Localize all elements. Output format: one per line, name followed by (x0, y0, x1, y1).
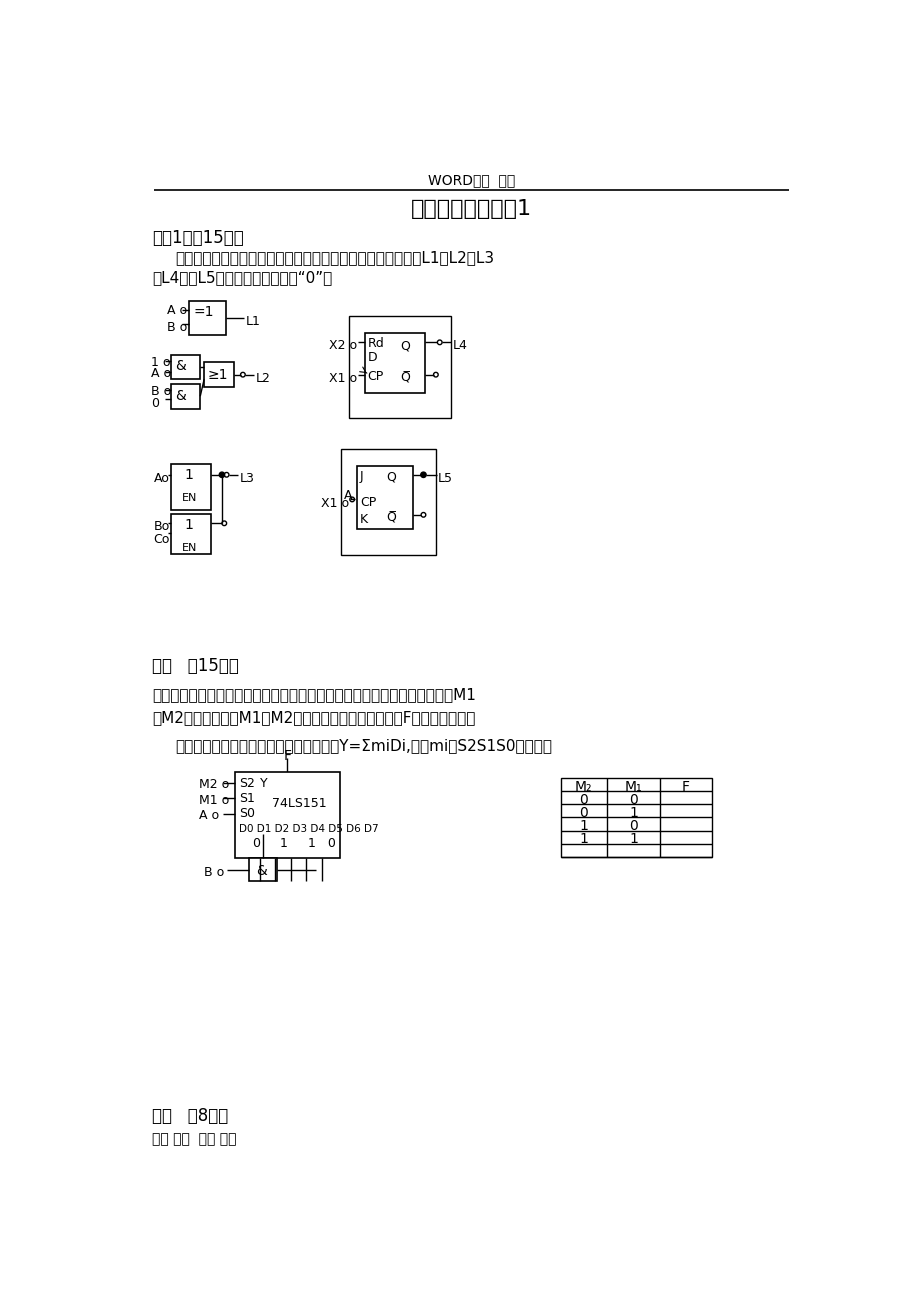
Text: X1 o: X1 o (329, 372, 357, 385)
Text: A o: A o (151, 367, 171, 380)
Text: WORD格式  整理: WORD格式 整理 (427, 173, 515, 187)
Bar (364, 333, 425, 393)
Text: L1: L1 (245, 315, 261, 328)
Text: X1 o: X1 o (321, 497, 349, 510)
Bar (171, 355, 200, 380)
Text: A o: A o (166, 304, 187, 317)
Text: Q: Q (386, 471, 396, 484)
Text: M₂: M₂ (574, 780, 592, 794)
Text: EN: EN (181, 493, 197, 503)
Text: Bo: Bo (153, 520, 170, 533)
Text: L2: L2 (255, 372, 270, 385)
Text: EN: EN (181, 543, 197, 554)
Bar (171, 464, 210, 510)
Text: Rd: Rd (368, 337, 384, 350)
Text: Ao: Ao (153, 472, 169, 485)
Text: ≥1: ≥1 (208, 368, 228, 382)
Text: 试根据图示输入信号波形分别画出各电路相应的输出信号波形L1、L2、L3: 试根据图示输入信号波形分别画出各电路相应的输出信号波形L1、L2、L3 (176, 250, 494, 265)
Text: S1: S1 (239, 792, 255, 805)
Bar (235, 772, 339, 858)
Text: 数字电子技术基础1: 数字电子技术基础1 (411, 199, 531, 220)
Text: A: A (344, 489, 352, 502)
Bar (204, 363, 233, 387)
Text: 已知由八选一数据选择器组成的逻辑电路如下所示。试按步骤分析该电路在M1: 已知由八选一数据选择器组成的逻辑电路如下所示。试按步骤分析该电路在M1 (152, 688, 475, 702)
Text: B o: B o (204, 866, 224, 879)
Text: X2 o: X2 o (329, 339, 357, 352)
Text: &: & (176, 359, 186, 373)
Text: 0: 0 (252, 837, 260, 850)
Text: &: & (255, 864, 267, 879)
Text: 74LS151: 74LS151 (272, 797, 326, 810)
Circle shape (420, 472, 425, 477)
Text: 二．   （15分）: 二． （15分） (152, 656, 239, 675)
Text: S0: S0 (239, 807, 255, 820)
Bar (171, 514, 210, 554)
Text: 、L4、和L5。设各触发器初态为“0”。: 、L4、和L5。设各触发器初态为“0”。 (152, 270, 332, 285)
Text: Y: Y (260, 776, 267, 789)
Text: 1: 1 (185, 517, 193, 532)
Bar (249, 858, 277, 881)
Bar (171, 384, 200, 408)
Text: 1: 1 (279, 837, 287, 850)
Text: A o: A o (199, 809, 220, 822)
Text: B o: B o (151, 386, 171, 399)
Text: 0: 0 (629, 793, 637, 807)
Text: D0 D1 D2 D3 D4 D5 D6 D7: D0 D1 D2 D3 D4 D5 D6 D7 (239, 824, 379, 833)
Text: 一．1．（15分）: 一．1．（15分） (152, 229, 244, 247)
Text: 1 o: 1 o (151, 356, 170, 369)
Text: 0: 0 (151, 396, 158, 410)
Text: J: J (359, 471, 363, 484)
Circle shape (219, 472, 224, 477)
Text: =1: =1 (193, 306, 213, 320)
Text: 0: 0 (579, 806, 587, 820)
Text: 1: 1 (629, 806, 637, 820)
Text: 学习 参考  资料 分享: 学习 参考 资料 分享 (152, 1132, 236, 1147)
Text: 1: 1 (185, 468, 193, 482)
Text: M2 o: M2 o (199, 779, 230, 792)
Bar (560, 779, 711, 857)
Text: CP: CP (359, 497, 376, 510)
Text: 0: 0 (629, 819, 637, 833)
Text: S2: S2 (239, 776, 255, 789)
Text: Q̅: Q̅ (386, 512, 396, 525)
Text: L4: L4 (452, 339, 467, 352)
Text: 1: 1 (629, 832, 637, 846)
Text: Co: Co (153, 533, 170, 546)
Text: M₁: M₁ (624, 780, 641, 794)
Text: 1: 1 (579, 832, 587, 846)
Bar (357, 465, 412, 529)
Text: K: K (359, 514, 368, 526)
Text: 、M2取不同值时（M1、M2取值情况如下表所示）输出F的逻辑表达式。: 、M2取不同值时（M1、M2取值情况如下表所示）输出F的逻辑表达式。 (152, 710, 475, 725)
Bar (188, 300, 225, 334)
Text: 八选一数据选择器输出端逻辑表达式为：Y=ΣmiDi,其中mi是S2S1S0最小项。: 八选一数据选择器输出端逻辑表达式为：Y=ΣmiDi,其中mi是S2S1S0最小项… (176, 738, 551, 753)
Text: Q̅: Q̅ (400, 372, 410, 385)
Bar (348, 316, 451, 417)
Bar (341, 448, 436, 555)
Text: 0: 0 (579, 793, 587, 807)
Text: F: F (283, 749, 290, 763)
Text: 1   0: 1 0 (308, 837, 335, 850)
Text: 三．   （8分）: 三． （8分） (152, 1108, 228, 1124)
Text: Q: Q (400, 339, 410, 352)
Text: L3: L3 (240, 472, 255, 485)
Text: F: F (681, 780, 688, 794)
Text: D: D (368, 351, 377, 364)
Text: 1: 1 (579, 819, 587, 833)
Text: B o: B o (166, 321, 187, 334)
Text: M1 o: M1 o (199, 793, 230, 806)
Text: L5: L5 (437, 472, 453, 485)
Text: CP: CP (368, 370, 383, 383)
Text: &: & (176, 389, 186, 403)
